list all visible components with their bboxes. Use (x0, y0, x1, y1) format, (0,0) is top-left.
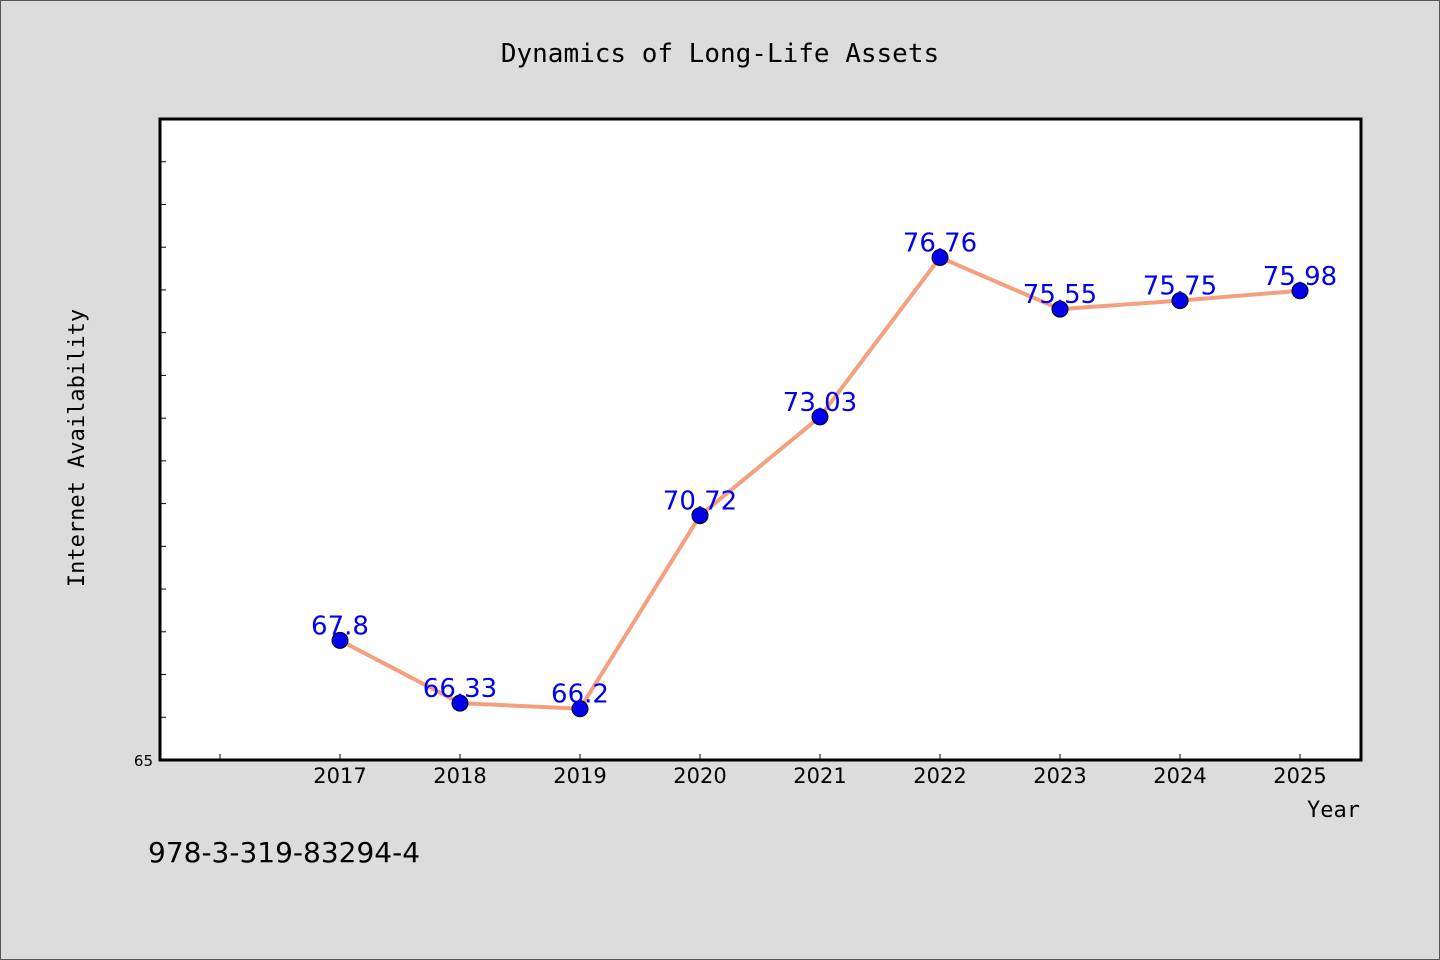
data-point (451, 694, 469, 712)
data-point (1171, 292, 1189, 310)
data-label: 75.98 (1263, 262, 1337, 292)
data-label: 73.03 (783, 388, 857, 418)
data-label: 75.75 (1143, 272, 1217, 302)
chart-title: Dynamics of Long-Life Assets (501, 39, 939, 69)
x-tick-label: 2025 (1273, 764, 1326, 788)
data-point (691, 507, 709, 525)
footer-isbn: 978-3-319-83294-4 (148, 836, 420, 869)
x-axis-label: Year (1307, 798, 1360, 823)
x-tick-label: 2022 (913, 764, 966, 788)
data-label: 66.2 (551, 680, 609, 710)
plot-area (158, 117, 1363, 762)
data-point (811, 408, 829, 426)
x-tick-label: 2021 (793, 764, 846, 788)
x-tick-label: 2020 (673, 764, 726, 788)
series-layer: 67.8 66.33 66.2 70.72 73.03 76.76 75.55 75.75 75… (311, 228, 1337, 718)
data-point (1291, 282, 1309, 300)
data-label: 66.33 (423, 674, 497, 704)
x-tick-label: 2024 (1153, 764, 1206, 788)
x-tick-label: 2017 (313, 764, 366, 788)
data-point (571, 700, 589, 718)
data-point (1051, 300, 1069, 318)
data-point (331, 631, 349, 649)
y-axis-ticks (160, 161, 166, 718)
x-tick-label: 2019 (553, 764, 606, 788)
data-label: 76.76 (903, 228, 977, 258)
data-label: 70.72 (663, 487, 737, 517)
data-point (931, 248, 949, 266)
x-tick-label: 2023 (1033, 764, 1086, 788)
data-label: 75.55 (1023, 280, 1097, 310)
y-axis-label: Internet Availability (65, 309, 90, 587)
y-tick-label: 65 (134, 752, 153, 770)
x-axis-ticks (219, 754, 1301, 760)
data-label: 67.8 (311, 611, 369, 641)
x-tick-labels: 2017 2018 2019 2020 2021 2022 2023 2024 2025 (313, 764, 1326, 788)
x-tick-label: 2018 (433, 764, 486, 788)
